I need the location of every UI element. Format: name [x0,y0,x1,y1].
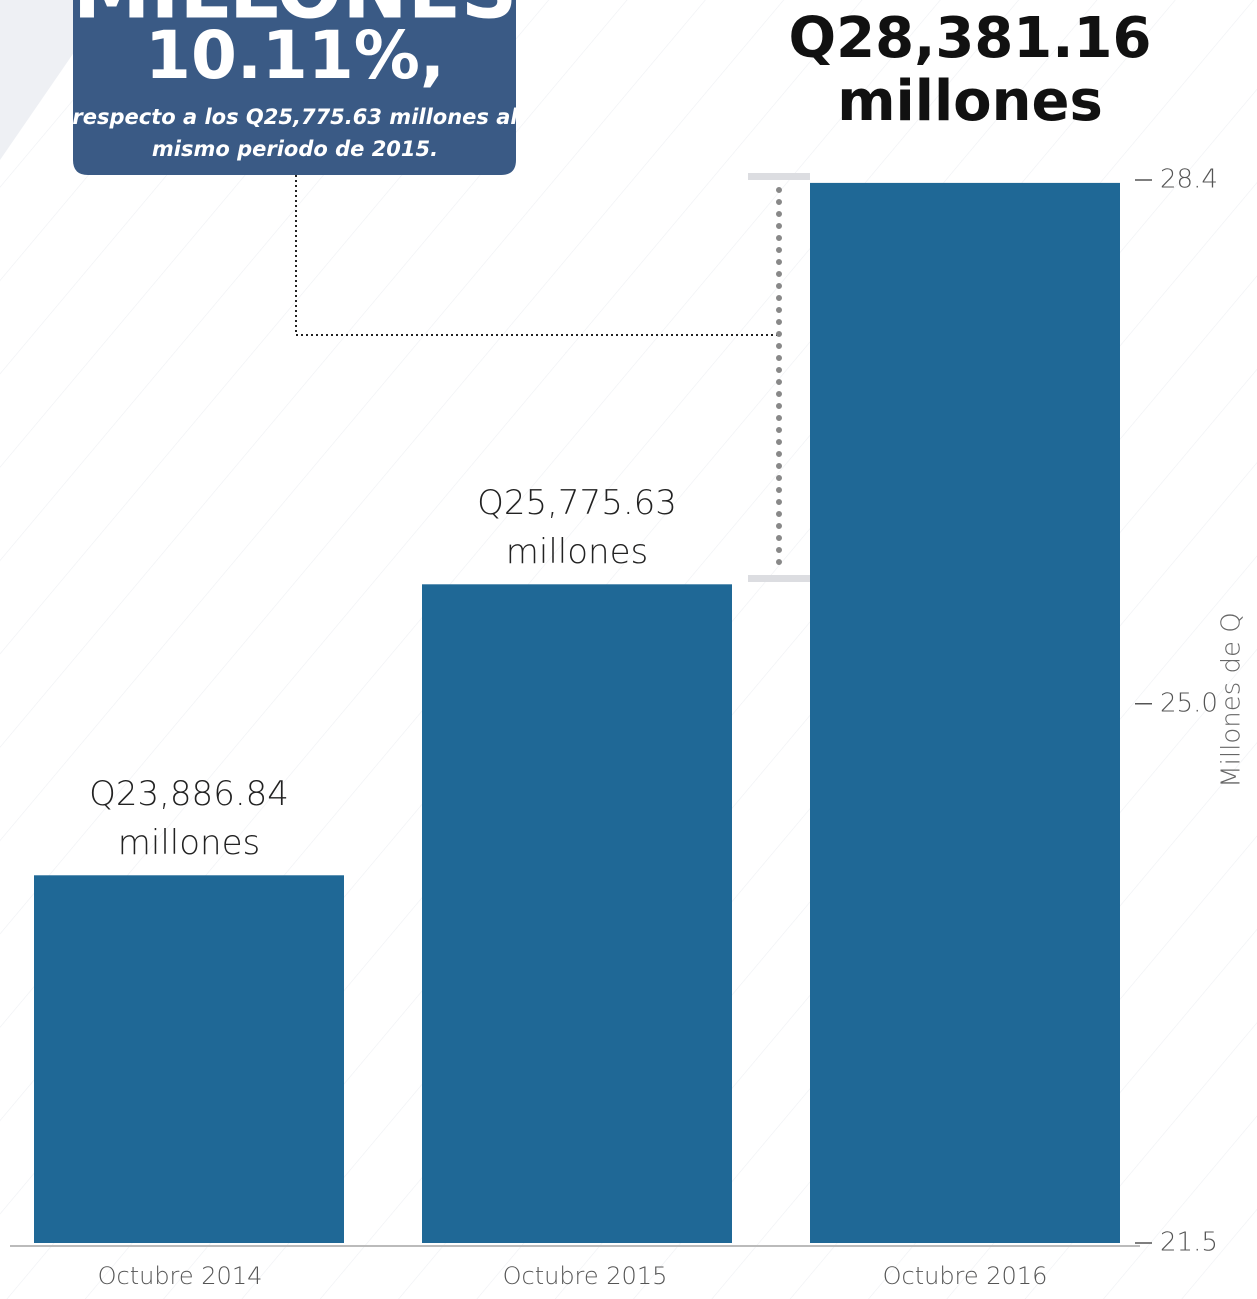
x-tick-label: Octubre 2014 [98,1262,263,1290]
bar [422,584,732,1243]
bar [810,182,1120,1243]
value-label: Q25,775.63 [477,483,677,523]
value-label: millones [118,823,260,863]
connector [295,175,779,336]
x-tick-label: Octubre 2016 [883,1262,1048,1290]
y-tick-label: 28.4 [1160,165,1218,195]
callout-change: 10.11%, [145,17,445,94]
value-label: millones [837,69,1103,134]
callout-text: respecto a los Q25,775.63 millones al [72,105,518,129]
value-label: Q28,381.16 [789,6,1152,71]
x-tick-label: Octubre 2015 [503,1262,668,1290]
y-tick-label: 21.5 [1160,1228,1218,1258]
y-axis-label: Millones de Q [1217,612,1247,788]
callout-text: mismo periodo de 2015. [152,137,438,161]
y-tick-label: 25.0 [1160,688,1218,718]
bar [34,875,344,1243]
callout-headline: MILLONES [73,0,517,36]
bracket-top [748,173,810,180]
value-label: Q23,886.84 [89,774,289,814]
bracket-bottom [748,575,810,582]
value-label: millones [506,532,648,572]
callout-box [73,0,516,175]
